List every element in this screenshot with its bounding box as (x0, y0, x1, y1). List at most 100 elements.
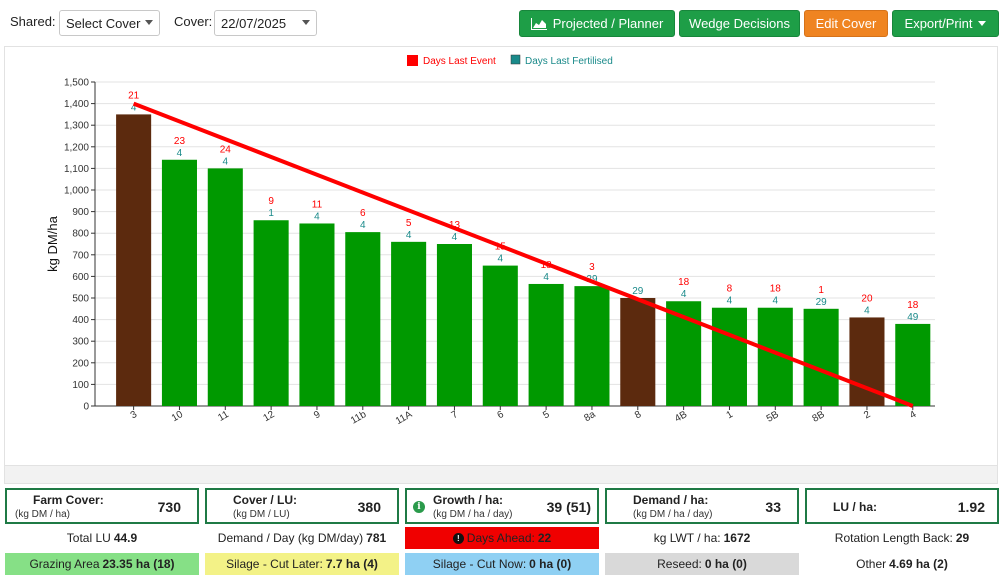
demand-title: Demand / ha: (633, 493, 709, 507)
days-last-fertilised-label: 4 (223, 156, 229, 167)
bar (711, 307, 747, 406)
silage-cut-later[interactable]: Silage - Cut Later: 7.7 ha (4) (205, 553, 399, 575)
demand-box: Demand / ha: (kg DM / ha / day) 33 (605, 488, 799, 524)
projected-planner-label: Projected / Planner (552, 16, 664, 31)
x-tick-label: 8a (582, 409, 598, 424)
days-last-event-label: 24 (220, 144, 232, 155)
wedge-decisions-button[interactable]: Wedge Decisions (679, 10, 800, 37)
info-icon[interactable]: i (413, 501, 425, 513)
days-last-event-label: 1 (818, 285, 824, 296)
silage-cut-now-value: 0 ha (0) (529, 557, 572, 571)
edit-cover-button[interactable]: Edit Cover (804, 10, 888, 37)
x-tick-label: 8B (811, 409, 827, 425)
days-last-fertilised-label: 4 (131, 102, 137, 113)
grazing-area-value: 23.35 ha (18) (102, 557, 175, 571)
cover-label: Cover: (174, 14, 213, 29)
days-ahead-value: 22 (537, 531, 552, 545)
y-tick-label: 900 (72, 207, 89, 218)
export-print-button[interactable]: Export/Print (892, 10, 999, 37)
x-tick-label: 4B (673, 409, 689, 425)
bar (528, 283, 564, 406)
bar (207, 168, 243, 406)
x-tick-label: 11b (349, 409, 369, 427)
growth-value: 39 (51) (546, 499, 591, 515)
grazing-area[interactable]: Grazing Area 23.35 ha (18) (5, 553, 199, 575)
lu-per-ha-box: LU / ha: 1.92 (805, 488, 999, 524)
bar (895, 323, 931, 406)
wedge-chart-panel: 0 100 200 300 400 500 600 700 800 900 1,000 1,100 1,… (4, 46, 998, 466)
y-tick-label: 800 (72, 229, 89, 240)
bar (299, 223, 335, 406)
demand-per-day: Demand / Day (kg DM/day) 781 (205, 527, 399, 549)
days-last-event-label: 20 (861, 293, 873, 304)
y-axis-label: kg DM/ha (45, 215, 60, 271)
reseed-value: 0 ha (0) (704, 557, 747, 571)
grazing-area-label: Grazing Area (29, 557, 100, 571)
x-tick-label: 3 (129, 409, 140, 422)
farm-cover-value: 730 (157, 499, 181, 515)
days-last-event-label: 9 (268, 196, 274, 207)
days-last-event-label: 21 (128, 90, 140, 101)
rotation-length-back: Rotation Length Back: 29 (805, 527, 999, 549)
growth-unit: (kg DM / ha / day) (433, 509, 513, 520)
days-last-event-label: 3 (589, 262, 595, 273)
demand-value: 33 (765, 499, 781, 515)
x-tick-label: 5B (765, 409, 781, 425)
cover-lu-title: Cover / LU: (233, 493, 298, 507)
silage-cut-now-label: Silage - Cut Now: (432, 557, 527, 571)
y-tick-label: 1,100 (64, 164, 89, 175)
shared-label: Shared: (10, 14, 56, 29)
reseed[interactable]: Reseed: 0 ha (0) (605, 553, 799, 575)
x-tick-label: 12 (261, 409, 277, 424)
chevron-down-icon (145, 20, 153, 25)
days-last-event-label: 23 (174, 136, 186, 147)
wedge-target-line (132, 101, 914, 408)
bar (436, 244, 472, 406)
bar (574, 286, 610, 406)
days-last-fertilised-label: 4 (727, 296, 733, 307)
wedge-decisions-label: Wedge Decisions (689, 16, 790, 31)
days-last-event-label: 11 (312, 199, 323, 210)
days-last-fertilised-label: 49 (907, 312, 919, 323)
caret-down-icon (978, 21, 987, 26)
x-tick-label: 11A (394, 409, 415, 427)
bar (803, 308, 839, 406)
x-tick-label: 11 (216, 409, 231, 424)
toolbar: Shared: Select Cover Cover: 22/07/2025 P… (0, 0, 1000, 44)
y-tick-label: 1,000 (64, 186, 89, 197)
x-tick-label: 1 (725, 409, 736, 422)
kg-lwt-value: 1672 (723, 531, 751, 545)
bar (253, 220, 289, 406)
export-print-label: Export/Print (904, 16, 973, 31)
other-area[interactable]: Other 4.69 ha (2) (805, 553, 999, 575)
bar (391, 241, 427, 406)
y-tick-label: 400 (72, 315, 89, 326)
cover-date-value: 22/07/2025 (221, 16, 287, 31)
bar (620, 298, 656, 406)
projected-planner-button[interactable]: Projected / Planner (519, 10, 675, 37)
cover-date-select[interactable]: 22/07/2025 (214, 10, 317, 36)
days-last-fertilised-label: 4 (864, 305, 870, 316)
kg-lwt-label: kg LWT / ha: (653, 531, 721, 545)
cover-lu-value: 380 (357, 499, 381, 515)
days-last-event-label: 13 (449, 220, 461, 231)
days-last-fertilised-label: 4 (177, 148, 183, 159)
x-tick-label: 8 (633, 409, 644, 422)
days-last-fertilised-label: 4 (681, 289, 687, 300)
silage-cut-later-value: 7.7 ha (4) (325, 557, 378, 571)
y-tick-label: 1,400 (64, 99, 89, 110)
other-area-value: 4.69 ha (2) (889, 557, 948, 571)
days-last-event-label: 18 (770, 284, 782, 295)
y-tick-label: 700 (72, 250, 89, 261)
y-tick-label: 0 (83, 402, 89, 413)
farm-cover-unit: (kg DM / ha) (15, 509, 71, 520)
days-last-fertilised-label: 29 (816, 297, 828, 308)
other-area-label: Other (856, 557, 887, 571)
demand-per-day-label: Demand / Day (kg DM/day) (217, 531, 364, 545)
shared-select[interactable]: Select Cover (59, 10, 160, 36)
days-last-fertilised-label: 29 (632, 286, 644, 297)
x-tick-label: 6 (495, 409, 506, 422)
silage-cut-now[interactable]: Silage - Cut Now: 0 ha (0) (405, 553, 599, 575)
growth-box: i Growth / ha: (kg DM / ha / day) 39 (51… (405, 488, 599, 524)
days-last-fertilised-label: 4 (360, 220, 366, 231)
